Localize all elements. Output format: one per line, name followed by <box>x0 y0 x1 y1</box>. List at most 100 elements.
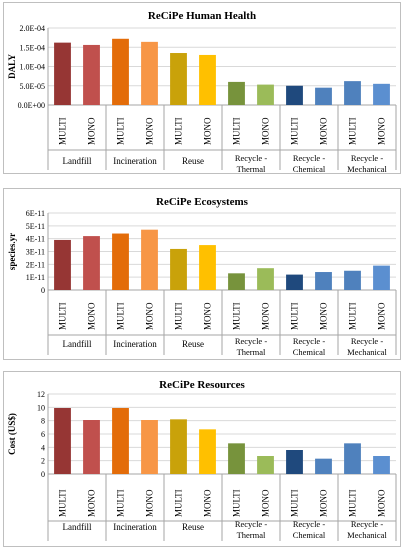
series-label: MONO <box>261 117 271 145</box>
bar <box>257 84 274 105</box>
bar <box>228 81 245 105</box>
bar <box>373 456 390 474</box>
bar <box>228 273 245 290</box>
y-tick-label: 4 <box>41 443 45 452</box>
bar <box>54 239 71 290</box>
category-label: Recycle - <box>351 336 383 346</box>
series-label: MULTI <box>348 117 358 145</box>
series-label: MULTI <box>174 489 184 517</box>
category-label: Recycle - <box>293 519 325 529</box>
category-label: Recycle - <box>235 153 267 163</box>
category-label: Recycle - <box>293 336 325 346</box>
category-label: Mechanical <box>347 164 387 173</box>
series-label: MONO <box>261 489 271 517</box>
series-label: MULTI <box>232 489 242 517</box>
series-label: MONO <box>203 117 213 145</box>
chart-title: ReCiPe Resources <box>159 379 245 391</box>
y-tick-label: 0 <box>41 286 45 295</box>
resources-chart-svg: ReCiPe Resources Cost (US$) 0 2 4 6 8 10 12 MUL… <box>7 379 397 541</box>
y-tick-label: 1.5E-04 <box>19 43 45 52</box>
series-label: MULTI <box>232 117 242 145</box>
y-tick-label: 6E-11 <box>26 209 45 218</box>
category-label: Recycle - <box>293 153 325 163</box>
bar <box>257 456 274 474</box>
category-label: Thermal <box>237 164 266 173</box>
y-tick-label: 5.0E-05 <box>19 82 45 91</box>
series-label: MULTI <box>58 302 68 330</box>
series-label: MONO <box>319 302 329 330</box>
series-label: MONO <box>87 489 97 517</box>
category-label: Chemical <box>293 530 326 540</box>
bar <box>199 245 216 290</box>
category-label: Thermal <box>237 530 266 540</box>
resources-chart: ReCiPe Resources Cost (US$) 0 2 4 6 8 10 12 MUL… <box>3 371 401 547</box>
bar <box>315 87 332 105</box>
series-label: MONO <box>145 489 155 517</box>
category-label: Reuse <box>182 522 204 532</box>
bar <box>141 229 158 290</box>
series-label: MULTI <box>174 302 184 330</box>
y-axis-label: species.yr <box>7 233 17 270</box>
series-label: MULTI <box>290 489 300 517</box>
bar <box>83 236 100 290</box>
y-tick-label: 12 <box>37 390 45 399</box>
series-label: MULTI <box>116 117 126 145</box>
bar <box>286 85 303 105</box>
y-axis-label: Cost (US$) <box>7 413 17 455</box>
category-label: Mechanical <box>347 347 387 357</box>
category-label: Recycle - <box>351 153 383 163</box>
series-label: MULTI <box>116 302 126 330</box>
y-tick-label: 10 <box>37 403 45 412</box>
ecosystems-chart-svg: ReCiPe Ecosystems species.yr 0 1E-11 2E-11… <box>7 196 397 357</box>
bar <box>344 81 361 105</box>
chart-title: ReCiPe Human Health <box>148 10 256 22</box>
category-label: Incineration <box>113 156 157 166</box>
category-label: Reuse <box>182 156 204 166</box>
bar <box>112 38 129 105</box>
bar <box>315 272 332 290</box>
bar <box>141 41 158 105</box>
series-label: MULTI <box>348 302 358 330</box>
y-tick-label: 2.0E-04 <box>19 24 45 33</box>
bar <box>170 248 187 290</box>
y-tick-label: 2E-11 <box>26 260 45 269</box>
ecosystems-chart: ReCiPe Ecosystems species.yr 0 1E-11 2E-11… <box>3 188 401 360</box>
y-tick-label: 0.0E+00 <box>18 101 45 110</box>
bar <box>54 42 71 105</box>
bar <box>373 265 390 290</box>
bar <box>228 443 245 474</box>
category-label: Reuse <box>182 339 204 349</box>
bar <box>286 274 303 290</box>
category-label: Mechanical <box>347 530 387 540</box>
y-axis-label: DALY <box>7 54 17 79</box>
series-label: MONO <box>203 489 213 517</box>
y-tick-label: 5E-11 <box>26 222 45 231</box>
series-label: MONO <box>377 489 387 517</box>
y-tick-label: 8 <box>41 417 45 426</box>
bar <box>170 419 187 474</box>
bar <box>257 268 274 290</box>
bar <box>199 54 216 105</box>
series-label: MONO <box>203 302 213 330</box>
bar <box>83 44 100 105</box>
y-tick-label: 2 <box>41 457 45 466</box>
series-label: MONO <box>319 117 329 145</box>
category-label: Recycle - <box>351 519 383 529</box>
bar <box>112 408 129 474</box>
category-label: Incineration <box>113 339 157 349</box>
bar <box>344 270 361 290</box>
series-label: MULTI <box>290 302 300 330</box>
bar <box>344 443 361 474</box>
series-label: MONO <box>145 117 155 145</box>
bar <box>83 420 100 474</box>
bar <box>112 233 129 290</box>
category-label: Landfill <box>63 522 92 532</box>
series-label: MULTI <box>58 489 68 517</box>
y-tick-label: 1.0E-04 <box>19 63 45 72</box>
category-label: Chemical <box>293 347 326 357</box>
series-label: MULTI <box>290 117 300 145</box>
bar <box>141 420 158 474</box>
category-label: Thermal <box>237 347 266 357</box>
bar <box>54 408 71 474</box>
y-tick-label: 4E-11 <box>26 235 45 244</box>
